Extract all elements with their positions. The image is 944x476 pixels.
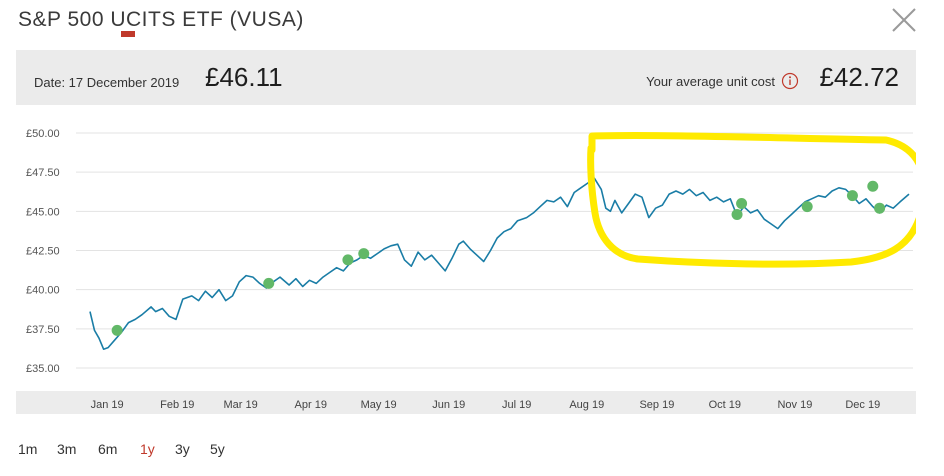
x-tick-label: Mar 19: [224, 399, 258, 411]
y-tick-label: £50.00: [26, 128, 60, 140]
current-price: £46.11: [205, 62, 283, 92]
purchase-marker: [731, 208, 743, 220]
price-line: [89, 177, 910, 350]
y-tick-label: £45.00: [26, 206, 60, 218]
purchase-marker: [801, 201, 813, 213]
x-tick-label: Oct 19: [709, 399, 741, 411]
average-cost-label: Your average unit cost: [646, 74, 775, 89]
period-1m[interactable]: 1m: [18, 441, 38, 457]
close-icon: [892, 8, 916, 32]
x-tick-label: Jun 19: [432, 399, 465, 411]
x-tick-label: Feb 19: [160, 399, 194, 411]
purchase-marker: [736, 198, 748, 209]
y-tick-label: £47.50: [26, 167, 60, 179]
x-tick-label: Nov 19: [777, 399, 812, 411]
purchase-marker: [342, 254, 354, 266]
y-tick-label: £40.00: [26, 285, 60, 297]
purchase-marker: [874, 202, 886, 214]
close-button[interactable]: [889, 5, 919, 35]
purchase-marker: [111, 324, 123, 336]
x-axis-band: [16, 391, 916, 414]
purchase-marker: [846, 190, 858, 202]
x-tick-label: Sep 19: [639, 399, 674, 411]
period-3m[interactable]: 3m: [57, 441, 77, 457]
x-tick-label: May 19: [361, 399, 397, 411]
active-period-indicator: [121, 31, 135, 37]
x-tick-label: Jul 19: [502, 399, 531, 411]
x-tick-label: Jan 19: [91, 399, 124, 411]
purchase-marker: [867, 180, 879, 192]
y-tick-label: £42.50: [26, 246, 60, 258]
average-cost-value: £42.72: [819, 62, 899, 92]
period-3y[interactable]: 3y: [175, 441, 190, 457]
info-icon[interactable]: [781, 72, 799, 90]
purchase-marker: [358, 248, 370, 260]
price-chart: £50.00 £47.50 £45.00 £42.50 £40.00 £37.50 £35.…: [16, 118, 929, 414]
purchase-marker: [263, 277, 275, 289]
page-title: S&P 500 UCITS ETF (VUSA): [18, 8, 304, 31]
x-tick-label: Aug 19: [569, 399, 604, 411]
x-tick-label: Apr 19: [295, 399, 327, 411]
y-tick-label: £37.50: [26, 324, 60, 336]
period-5y[interactable]: 5y: [210, 441, 225, 457]
info-bar: Date: 17 December 2019 £46.11 Your avera…: [16, 50, 916, 105]
period-1y[interactable]: 1y: [140, 441, 155, 457]
highlight-annotation: [587, 131, 929, 268]
period-6m[interactable]: 6m: [98, 441, 118, 457]
date-label: Date: 17 December 2019: [34, 75, 180, 90]
y-tick-label: £35.00: [26, 363, 60, 375]
x-tick-label: Dec 19: [845, 399, 880, 411]
